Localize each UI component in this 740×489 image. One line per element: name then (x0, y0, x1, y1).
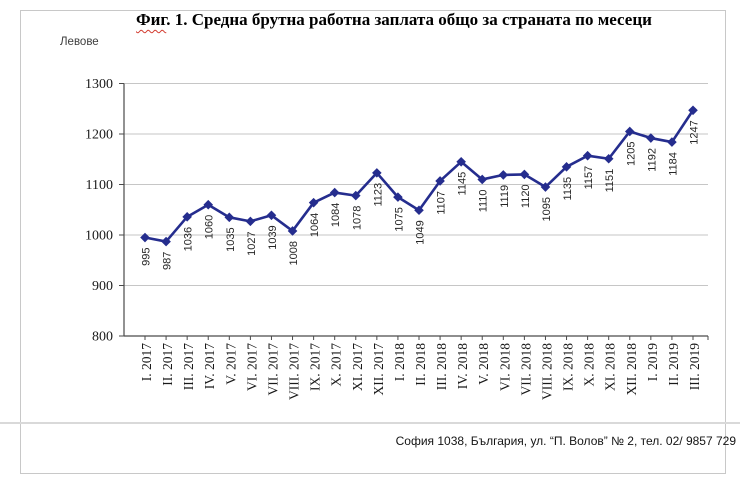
data-point-label: 1078 (351, 206, 363, 230)
x-tick-label: II. 2018 (413, 343, 428, 386)
x-tick-label: XII. 2018 (624, 343, 639, 396)
data-point-marker (688, 105, 698, 116)
x-tick-label: I. 2018 (392, 343, 407, 381)
y-tick-label: 800 (92, 330, 113, 345)
x-tick-label: XII. 2017 (371, 343, 386, 396)
x-tick-label: V. 2018 (476, 343, 491, 385)
data-point-label: 1184 (667, 152, 679, 176)
data-point-marker (603, 153, 614, 164)
data-point-label: 1205 (625, 141, 637, 165)
footer-address: София 1038, България, ул. “П. Волов” № 2… (395, 434, 736, 448)
y-tick-label: 1100 (86, 178, 113, 193)
x-tick-label: X. 2018 (582, 343, 597, 387)
chart-title: Фиг. 1. Средна брутна работна заплата об… (54, 10, 734, 30)
x-tick-label: VI. 2017 (244, 343, 259, 391)
data-point-marker (350, 190, 361, 201)
data-point-label: 1036 (183, 227, 195, 251)
data-point-label: 1084 (330, 203, 342, 227)
x-tick-label: III. 2018 (434, 343, 449, 390)
x-tick-label: IX. 2018 (561, 343, 576, 391)
data-point-label: 1027 (246, 231, 258, 255)
data-point-marker (266, 210, 277, 221)
y-axis-units-label: Левове (60, 36, 99, 48)
data-point-marker (414, 205, 424, 216)
x-tick-label: II. 2017 (160, 343, 175, 386)
data-point-label: 1119 (499, 185, 511, 208)
data-point-label: 1107 (436, 191, 448, 215)
data-point-label: 1247 (689, 120, 701, 144)
data-point-marker (498, 170, 509, 180)
data-point-marker (393, 192, 403, 202)
chart-frame (20, 10, 726, 474)
title-word-misspelled: Фиг (136, 10, 167, 29)
data-point-marker (519, 169, 530, 180)
data-point-label: 1095 (541, 197, 553, 221)
x-tick-label: VIII. 2018 (539, 343, 554, 400)
data-point-marker (224, 212, 235, 223)
data-point-marker (182, 212, 192, 222)
data-point-marker (203, 199, 214, 210)
x-tick-label: VII. 2018 (518, 343, 533, 396)
data-point-marker (624, 126, 635, 137)
data-point-label: 1120 (520, 184, 532, 208)
data-point-label: 995 (141, 248, 153, 266)
data-point-marker (667, 137, 677, 147)
data-point-marker (308, 197, 319, 208)
x-tick-label: V. 2017 (223, 343, 238, 385)
data-point-label: 1151 (604, 169, 616, 193)
y-tick-label: 900 (92, 279, 113, 294)
title-text: . 1. Средна брутна работна заплата общо … (166, 10, 652, 29)
data-point-label: 1135 (562, 177, 574, 201)
data-point-marker (287, 226, 298, 236)
data-point-marker (646, 133, 656, 143)
data-point-marker (140, 232, 150, 243)
data-point-label: 1060 (204, 215, 216, 239)
data-point-label: 1192 (646, 148, 658, 172)
data-point-label: 1157 (583, 166, 595, 190)
x-tick-label: IV. 2017 (202, 343, 217, 390)
data-point-marker (245, 216, 256, 227)
x-tick-label: II. 2019 (666, 343, 681, 386)
data-point-marker (372, 168, 382, 178)
data-point-label: 1008 (288, 241, 300, 265)
x-tick-label: IV. 2018 (455, 343, 470, 390)
x-tick-label: I. 2017 (139, 343, 154, 381)
footer-divider (0, 422, 740, 424)
data-point-marker (561, 162, 572, 172)
y-tick-label: 1300 (85, 77, 113, 92)
data-point-label: 987 (162, 252, 174, 270)
data-point-marker (582, 150, 593, 161)
data-point-label: 1064 (309, 213, 321, 237)
data-point-marker (435, 176, 445, 186)
x-tick-label: VIII. 2017 (287, 343, 302, 400)
x-tick-label: IX. 2017 (308, 343, 323, 391)
data-point-marker (329, 187, 340, 198)
data-point-label: 1110 (478, 189, 490, 212)
data-point-label: 1039 (267, 225, 279, 249)
data-point-marker (540, 182, 551, 192)
x-tick-label: III. 2017 (181, 343, 196, 390)
data-point-label: 1035 (225, 227, 237, 251)
x-tick-label: XI. 2017 (350, 343, 365, 391)
y-tick-label: 1200 (85, 128, 113, 143)
x-tick-label: I. 2019 (645, 343, 660, 381)
x-tick-label: X. 2017 (329, 343, 344, 387)
data-point-marker (477, 174, 488, 185)
data-point-label: 1075 (393, 207, 405, 231)
data-point-label: 1145 (457, 172, 469, 196)
x-tick-label: III. 2019 (687, 343, 702, 390)
data-point-marker (161, 236, 171, 247)
y-tick-label: 1000 (85, 229, 113, 244)
x-tick-label: XI. 2018 (603, 343, 618, 391)
data-point-label: 1123 (372, 183, 384, 207)
data-point-marker (456, 156, 466, 167)
data-point-label: 1049 (415, 220, 427, 244)
x-tick-label: VII. 2017 (265, 343, 280, 396)
x-tick-label: VI. 2018 (497, 343, 512, 391)
